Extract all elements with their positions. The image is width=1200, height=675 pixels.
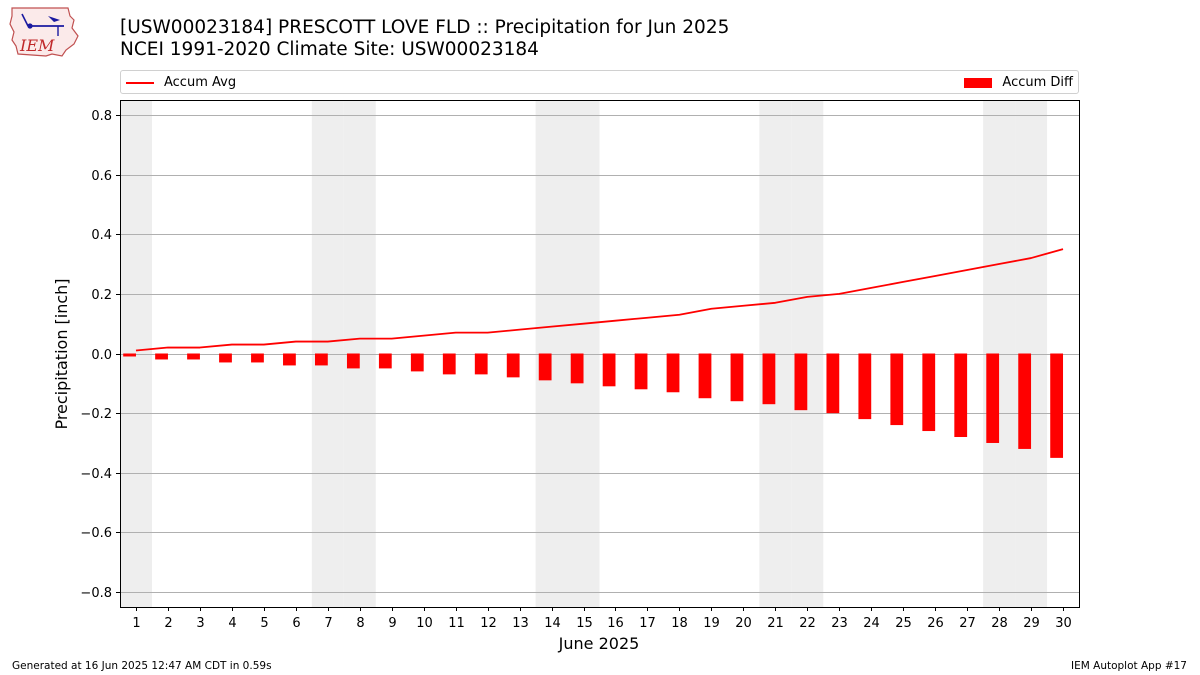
bar-day-20	[730, 353, 744, 402]
x-tick-label-4: 4	[228, 616, 236, 631]
x-tick-label-23: 23	[831, 616, 848, 631]
bar-day-25	[890, 353, 904, 426]
x-tick-label-22: 22	[799, 616, 816, 631]
x-tick-label-1: 1	[132, 616, 140, 631]
legend-swatch-bar	[964, 77, 993, 88]
svg-text:IEM: IEM	[19, 36, 55, 55]
legend: Accum Avg Accum Diff	[120, 70, 1079, 94]
bar-day-6	[283, 353, 296, 366]
bar-day-11	[442, 353, 456, 375]
bar-day-2	[155, 353, 168, 360]
x-tick-label-2: 2	[164, 616, 172, 631]
x-tick-label-9: 9	[388, 616, 396, 631]
bar-day-19	[698, 353, 712, 399]
x-tick-label-6: 6	[292, 616, 300, 631]
y-tick-label-4: 0.0	[91, 348, 112, 363]
legend-label-accum-avg: Accum Avg	[164, 75, 237, 90]
bar-day-17	[634, 353, 648, 390]
x-tick-label-12: 12	[480, 616, 497, 631]
chart-title: [USW00023184] PRESCOTT LOVE FLD :: Preci…	[120, 17, 730, 38]
bar-day-7	[314, 353, 328, 366]
x-tick-label-21: 21	[767, 616, 784, 631]
plot-frame	[120, 100, 1080, 608]
bar-day-1	[123, 353, 136, 357]
bar-day-10	[410, 353, 424, 372]
footer-app: IEM Autoplot App #17	[1071, 660, 1187, 672]
x-tick-label-16: 16	[607, 616, 624, 631]
x-tick-label-28: 28	[991, 616, 1008, 631]
iem-logo: IEM	[8, 6, 80, 58]
bar-day-4	[219, 353, 232, 363]
y-axis-label: Precipitation [inch]	[52, 278, 71, 429]
y-tick-label-1: −0.6	[80, 526, 112, 541]
bar-day-29	[1018, 353, 1032, 449]
legend-label-accum-diff: Accum Diff	[1002, 75, 1073, 90]
legend-swatch-line	[126, 81, 154, 84]
x-tick-label-19: 19	[703, 616, 720, 631]
bar-day-30	[1050, 353, 1064, 458]
accum-avg-line	[135, 248, 1064, 352]
x-tick-label-30: 30	[1055, 616, 1072, 631]
x-tick-label-25: 25	[895, 616, 912, 631]
bar-day-5	[251, 353, 264, 363]
x-tick-label-3: 3	[196, 616, 204, 631]
bar-day-24	[858, 353, 872, 420]
bar-day-8	[346, 353, 360, 369]
y-tick-label-5: 0.2	[91, 288, 112, 303]
gridlines	[120, 115, 1079, 593]
x-tick-label-14: 14	[544, 616, 561, 631]
bar-day-27	[954, 353, 968, 438]
x-tick-label-8: 8	[356, 616, 364, 631]
x-axis: 1 2 3 4 5 6 7 8 9 10 11 12 13 14 15 16 17 18 19 20 21 22 23 24 2…	[132, 607, 1072, 631]
bar-day-16	[602, 353, 616, 387]
x-tick-label-5: 5	[260, 616, 268, 631]
weekend-bands	[120, 100, 1048, 607]
x-tick-label-15: 15	[576, 616, 593, 631]
y-tick-label-2: −0.4	[80, 467, 112, 482]
y-axis: −0.8 −0.6 −0.4 −0.2 0.0 0.2 0.4 0.6 0.8	[80, 109, 120, 601]
bar-day-26	[922, 353, 936, 432]
y-tick-label-8: 0.8	[91, 109, 112, 124]
y-tick-label-6: 0.4	[91, 228, 112, 243]
legend-item-accum-avg: Accum Avg	[126, 74, 236, 92]
footer-generated: Generated at 16 Jun 2025 12:47 AM CDT in…	[12, 660, 272, 672]
x-tick-label-18: 18	[671, 616, 688, 631]
bar-day-23	[826, 353, 840, 414]
chart-subtitle: NCEI 1991-2020 Climate Site: USW00023184	[120, 39, 539, 60]
bar-day-14	[538, 353, 552, 381]
accum-diff-bars	[123, 353, 1064, 458]
bar-day-28	[986, 353, 1000, 443]
y-tick-label-0: −0.8	[80, 586, 112, 601]
bar-day-15	[570, 353, 584, 384]
x-tick-label-26: 26	[927, 616, 944, 631]
x-tick-label-13: 13	[512, 616, 529, 631]
bar-day-21	[762, 353, 776, 405]
bar-day-13	[506, 353, 520, 378]
x-tick-label-17: 17	[639, 616, 656, 631]
bar-day-18	[666, 353, 680, 393]
x-tick-label-29: 29	[1023, 616, 1040, 631]
accum-avg-polyline	[135, 248, 1064, 352]
y-tick-label-3: −0.2	[80, 407, 112, 422]
bar-day-22	[794, 353, 808, 411]
bar-day-9	[378, 353, 392, 369]
x-tick-label-10: 10	[416, 616, 433, 631]
y-tick-label-7: 0.6	[91, 169, 112, 184]
x-axis-label: June 2025	[558, 634, 640, 653]
x-tick-label-11: 11	[448, 616, 465, 631]
x-tick-label-7: 7	[324, 616, 332, 631]
bar-day-3	[187, 353, 200, 360]
x-tick-label-20: 20	[735, 616, 752, 631]
x-tick-label-27: 27	[959, 616, 976, 631]
bar-day-12	[474, 353, 488, 375]
legend-item-accum-diff: Accum Diff	[964, 74, 1073, 92]
x-tick-label-24: 24	[863, 616, 880, 631]
